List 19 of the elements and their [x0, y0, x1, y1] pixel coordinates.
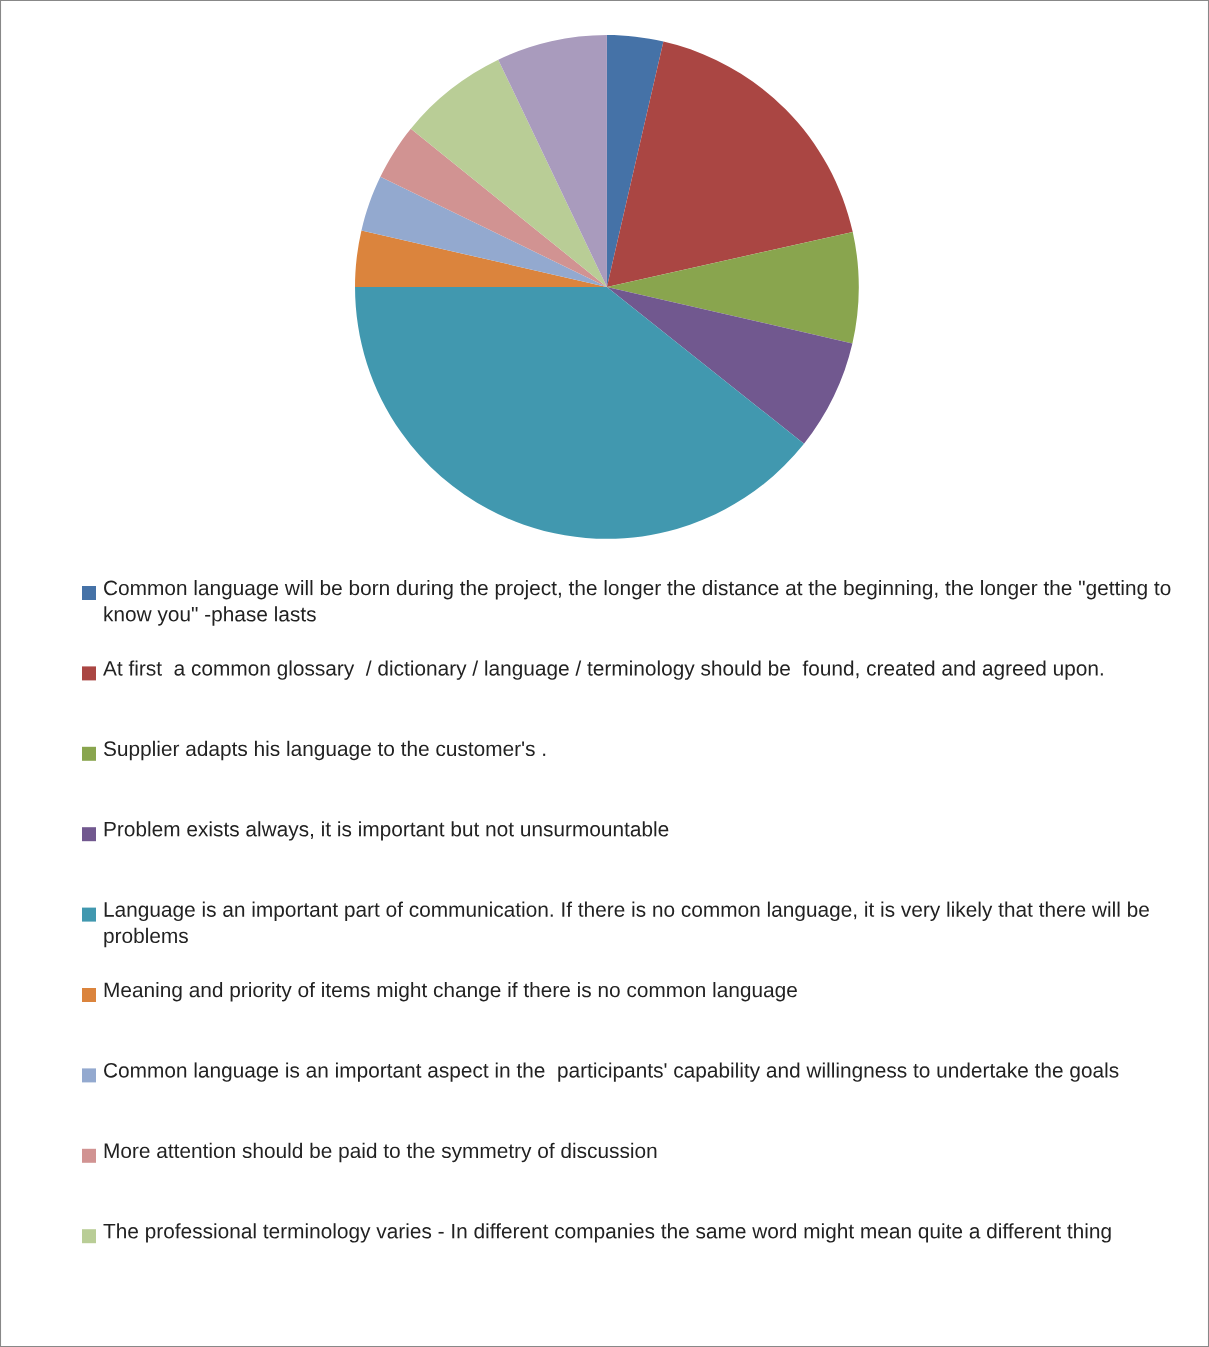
pie-slice — [355, 286, 804, 539]
legend-label: Language is an important part of communication. If there is no common language, it is very likely that there will be problems — [104, 901, 1149, 948]
legend-label: At first a common glossary / dictionary / language / terminology should be found, created and agreed upon. — [103, 660, 1103, 680]
pie-slice — [410, 59, 607, 287]
legend-label: Common language is an important aspect in the participants' capability and willingness to undertake the goals — [104, 1062, 1119, 1082]
pie-slice — [606, 231, 859, 344]
legend-label: Meaning and priority of items might change if there is no common language — [104, 982, 797, 1002]
legend-label: Supplier adapts his language to the customer's . — [103, 740, 546, 761]
pie-slice — [355, 230, 607, 287]
pie-slice — [606, 35, 664, 287]
pie-slice — [498, 35, 607, 287]
pie-slice — [380, 128, 607, 287]
legend-label: More attention should be paid to the symmetry of discussion — [104, 1142, 657, 1163]
pie-slice — [361, 176, 607, 287]
legend-label: The professional terminology varies - In different companies the same word might mean quite a different thing — [103, 1223, 1111, 1243]
legend-label: Common language will be born during the project, the longer the distance at the beginning, the longer the "getting to know you" -phase lasts — [104, 580, 1171, 626]
pie-slice — [606, 41, 853, 287]
pie-slice — [606, 286, 853, 444]
legend-label: Problem exists always, it is important but not unsurmountable — [104, 821, 669, 841]
